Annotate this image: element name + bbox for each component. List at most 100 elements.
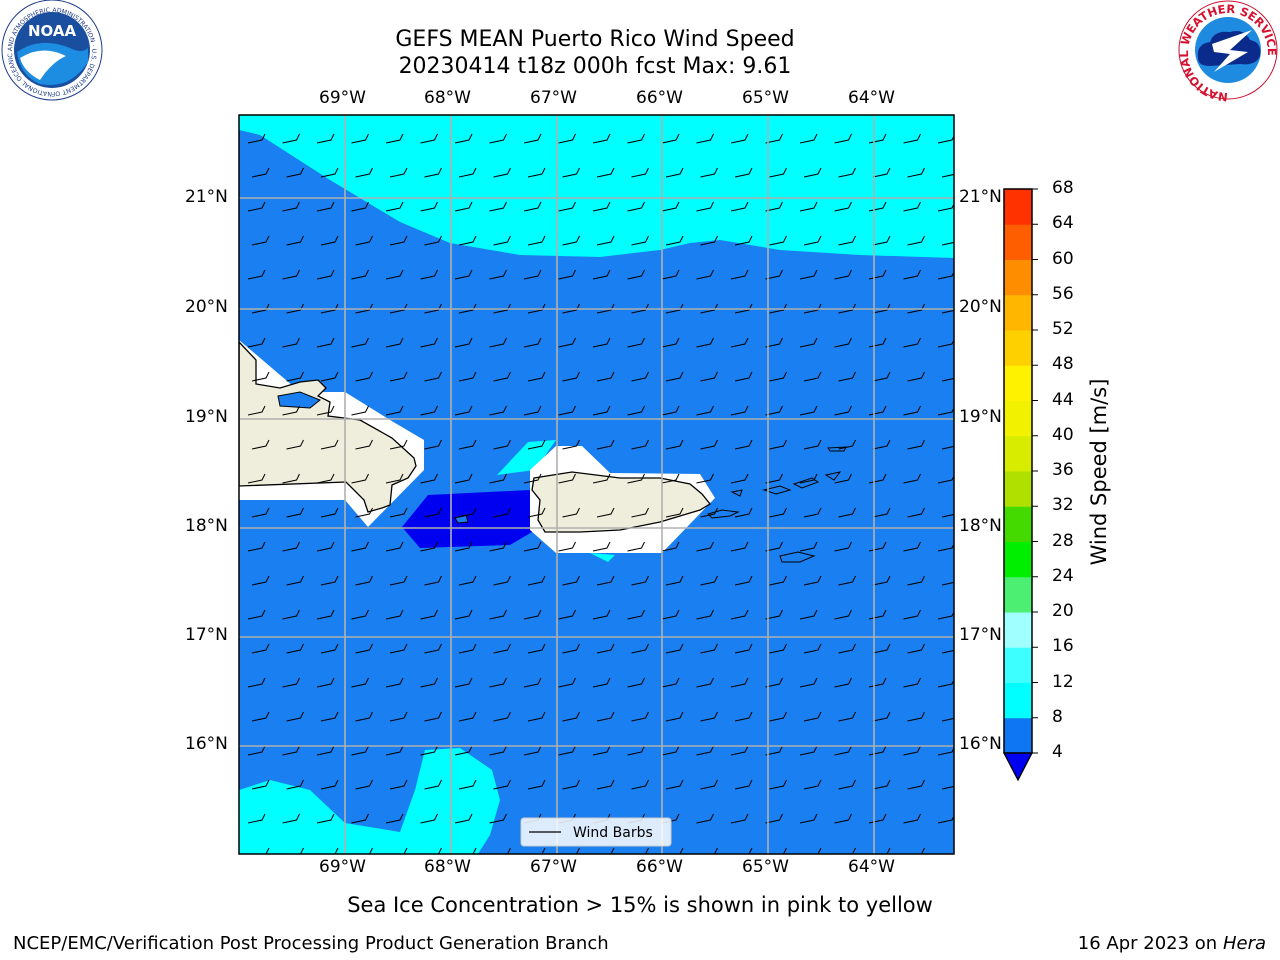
wind-barb [661, 337, 680, 348]
wind-barb [872, 303, 891, 314]
wind-barb [803, 711, 822, 722]
wind-barb [527, 235, 546, 246]
lat-label-right-18n: 18°N [959, 516, 1002, 536]
lon-label-bottom-65w: 65°W [742, 857, 789, 877]
wind-barb [562, 235, 580, 246]
wind-barb [834, 133, 852, 144]
wind-barb [769, 439, 787, 450]
wind-barb [389, 643, 408, 654]
wind-barb [907, 575, 925, 586]
wind-barb [608, 847, 615, 854]
wind-barb [872, 643, 891, 654]
wind-barb [332, 847, 339, 854]
wind-barb [765, 541, 783, 552]
wind-barb [424, 235, 442, 246]
wind-barb [385, 813, 404, 824]
colorbar-segment [1004, 189, 1032, 225]
wind-barb [355, 711, 373, 722]
wind-barb [351, 337, 369, 348]
wind-barb [385, 473, 404, 484]
wind-barb [286, 371, 304, 382]
wind-barb [631, 235, 649, 246]
wind-barb [389, 235, 408, 246]
wind-barb [389, 575, 408, 586]
wind-barb [838, 575, 856, 586]
wind-barb [700, 507, 718, 518]
wind-barb [834, 201, 852, 212]
wind-barb [665, 575, 684, 586]
colorbar-segment [1004, 717, 1032, 754]
lat-label-left-21n: 21°N [185, 187, 228, 207]
wind-barb [700, 643, 718, 654]
wind-barb [351, 133, 369, 144]
wind-barb [527, 711, 546, 722]
wind-barb [355, 371, 373, 382]
wind-barb [907, 711, 925, 722]
wind-barb [316, 745, 335, 756]
wind-barb [838, 439, 856, 450]
wind-barb [558, 609, 576, 620]
wind-barb [282, 337, 300, 348]
lon-label-bottom-66w: 66°W [636, 857, 683, 877]
wind-barb [799, 337, 818, 348]
wind-barb [454, 337, 473, 348]
wind-barb [251, 439, 270, 450]
lat-label-right-19n: 19°N [959, 407, 1002, 427]
wind-barb [803, 643, 822, 654]
wind-barb [562, 439, 580, 450]
wind-barb [631, 371, 649, 382]
wind-barb [937, 338, 954, 348]
wind-barb [734, 167, 753, 178]
lat-label-right-21n: 21°N [959, 187, 1002, 207]
wind-barb [937, 474, 954, 484]
wind-barb [903, 473, 921, 484]
wind-barb [351, 677, 369, 688]
wind-barb [769, 235, 787, 246]
wind-barb [596, 507, 615, 518]
colorbar-segment [1004, 682, 1032, 719]
wind-barb [769, 779, 787, 790]
wind-barb [815, 847, 822, 854]
wind-barb [592, 405, 611, 416]
lon-label-bottom-69w: 69°W [319, 857, 366, 877]
wind-barb [286, 167, 304, 178]
wind-barb [661, 541, 680, 552]
wind-barb [316, 133, 335, 144]
wind-barb [872, 711, 891, 722]
wind-barb [385, 269, 404, 280]
sea-ice-note: Sea Ice Concentration > 15% is shown in … [347, 893, 933, 917]
wind-contour-8-12-north [239, 115, 954, 258]
wind-barb [454, 133, 473, 144]
wind-barb [769, 643, 787, 654]
wind-barb [574, 847, 580, 854]
wind-barb [627, 337, 645, 348]
wind-barb [286, 303, 304, 314]
wind-barb [834, 677, 852, 688]
wind-barb [872, 507, 891, 518]
wind-barb [351, 609, 369, 620]
wind-barb [941, 309, 954, 314]
wind-barb [592, 269, 611, 280]
wind-barb [351, 473, 369, 484]
wind-barb [631, 507, 649, 518]
wind-barb [385, 405, 404, 416]
colorbar-segment [1004, 224, 1032, 260]
wind-barb [385, 541, 404, 552]
island-anegada [824, 471, 842, 481]
wind-barb [527, 779, 546, 790]
wind-barb [907, 779, 925, 790]
wind-barb [558, 677, 576, 688]
wind-barb [251, 507, 270, 518]
wind-barb [367, 847, 373, 854]
colorbar-tick-label: 40 [1052, 424, 1074, 445]
wind-barb [470, 847, 477, 854]
wind-barb [389, 371, 408, 382]
wind-barb [834, 473, 852, 484]
wind-barb [489, 269, 507, 280]
wind-barb [424, 439, 442, 450]
wind-barb [730, 133, 749, 144]
wind-barb [627, 405, 645, 416]
wind-barb [903, 405, 921, 416]
wind-barb [803, 507, 822, 518]
wind-barb [834, 337, 852, 348]
